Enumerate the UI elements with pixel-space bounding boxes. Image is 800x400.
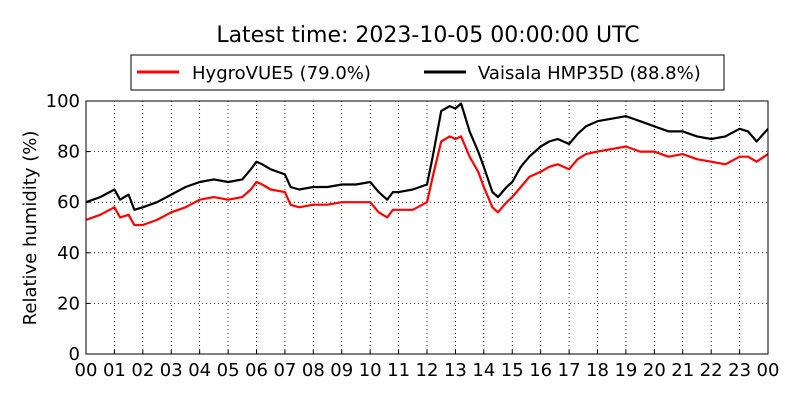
x-tick-label: 08 [302,360,325,381]
legend-label-vaisala: Vaisala HMP35D (88.8%) [478,63,701,84]
y-axis-label: Relative humidity (%) [20,131,41,326]
series-lines [85,102,769,227]
x-tick-label: 04 [188,360,211,381]
x-tick-label: 19 [614,360,637,381]
x-tick-label: 20 [643,360,666,381]
x-tick-label: 07 [273,360,296,381]
x-tick-label: 15 [501,360,524,381]
x-tick-label: 11 [387,360,410,381]
x-axis: 00 01 02 03 04 05 06 07 08 09 10 11 12 13 14 15 16 17 18 19… [75,350,780,381]
x-tick-label: 09 [330,360,353,381]
y-tick-label: 100 [46,91,80,112]
x-tick-label: 16 [529,360,552,381]
x-tick-label: 03 [160,360,183,381]
y-tick-label: 80 [57,142,80,163]
x-tick-label: 02 [131,360,154,381]
plot-area [85,100,769,355]
legend-label-hygrovue5: HygroVUE5 (79.0%) [192,63,371,84]
x-tick-label: 23 [728,360,751,381]
legend: HygroVUE5 (79.0%) Vaisala HMP35D (88.8%) [130,54,725,91]
y-tick-label: 60 [57,192,80,213]
series-line-1 [85,102,769,211]
series-line-0 [85,135,769,227]
x-tick-label: 00 [757,360,780,381]
x-tick-label: 10 [359,360,382,381]
y-tick-label: 20 [57,293,80,314]
x-tick-label: 22 [700,360,723,381]
x-tick-label: 18 [586,360,609,381]
x-tick-label: 21 [671,360,694,381]
y-tick-label: 0 [69,344,80,365]
x-tick-label: 17 [558,360,581,381]
chart-title: Latest time: 2023-10-05 00:00:00 UTC [216,23,639,48]
x-tick-label: 00 [75,360,98,381]
x-tick-label: 05 [217,360,240,381]
x-tick-label: 14 [472,360,495,381]
x-tick-label: 01 [103,360,126,381]
y-axis: 0 20 40 60 80 100 [46,91,90,365]
x-tick-label: 13 [444,360,467,381]
x-tick-label: 06 [245,360,268,381]
x-tick-label: 12 [416,360,439,381]
grid [86,101,768,354]
y-tick-label: 40 [57,243,80,264]
